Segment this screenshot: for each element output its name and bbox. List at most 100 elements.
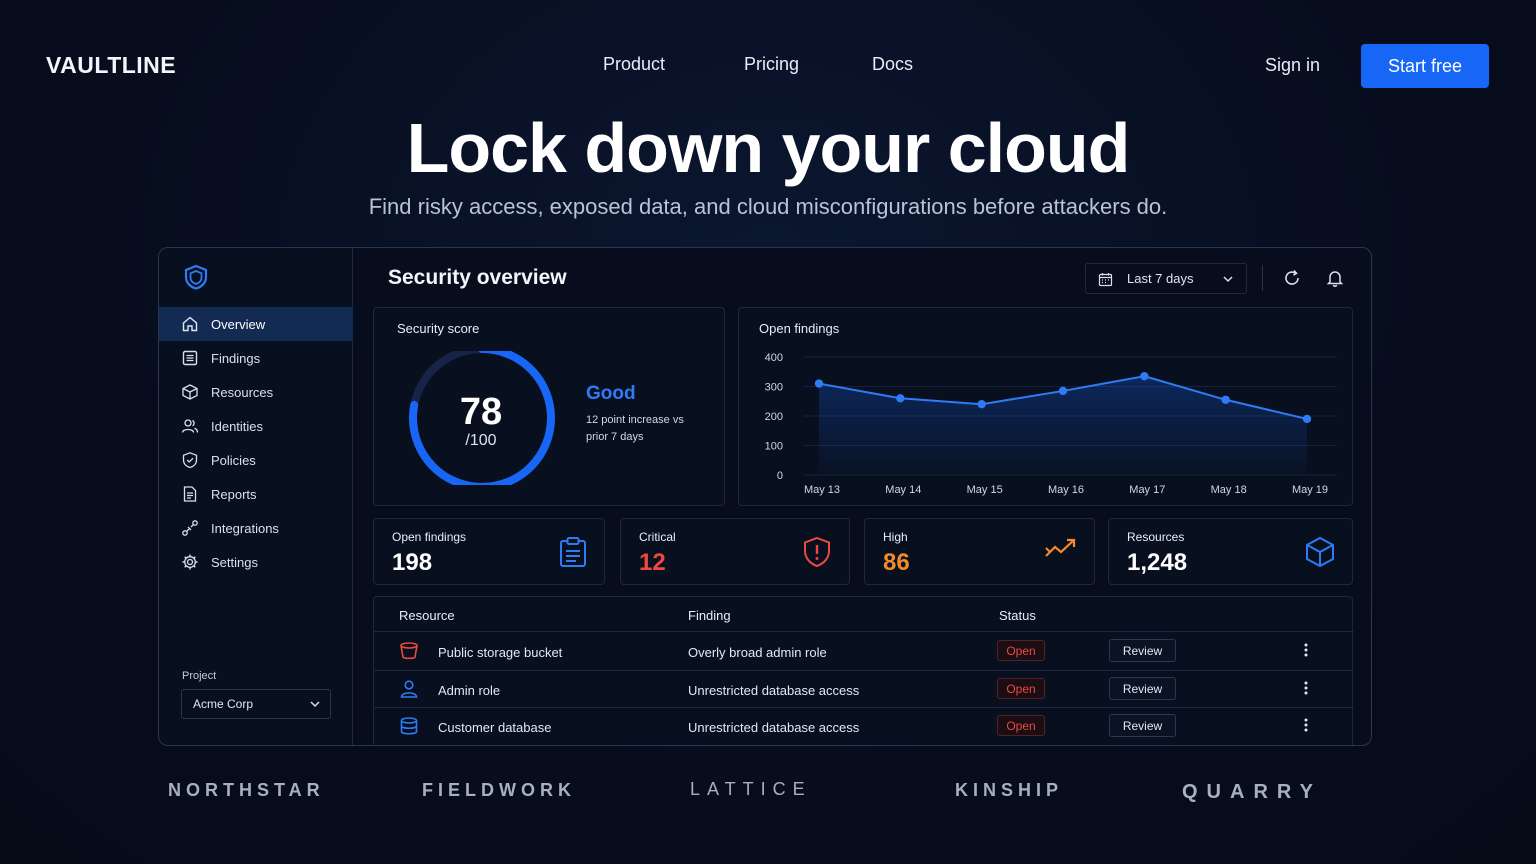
stat-value: 198: [392, 549, 433, 576]
table-row[interactable]: Customer database Unrestricted database …: [374, 708, 1354, 745]
chart-area: [819, 376, 1307, 475]
nav-product[interactable]: Product: [603, 54, 666, 74]
x-tick-label: May 14: [885, 484, 921, 496]
users-icon: [181, 419, 199, 433]
open-findings-chart-card: Open findings 0 100 200 300 400 May 13 May 14 M…: [738, 307, 1353, 506]
more-options-icon[interactable]: [1303, 717, 1309, 733]
page-title: Security overview: [388, 266, 567, 289]
nav-pricing[interactable]: Pricing: [744, 54, 800, 74]
home-icon: [182, 316, 198, 332]
resource-name: Customer database: [438, 720, 552, 735]
sidebar-item-reports[interactable]: Reports: [159, 477, 353, 511]
list-icon: [182, 350, 198, 366]
review-button[interactable]: Review: [1109, 639, 1176, 662]
chart-point: [1140, 371, 1149, 381]
bell-icon[interactable]: [1325, 268, 1345, 288]
sidebar-item-findings[interactable]: Findings: [159, 341, 353, 375]
brand-logo[interactable]: VAULTLINE: [46, 52, 177, 78]
project-label: Project: [182, 670, 217, 682]
stat-label: High: [883, 530, 908, 544]
database-icon: [400, 717, 418, 735]
start-free-button[interactable]: Start free: [1361, 44, 1489, 88]
nav-docs[interactable]: Docs: [872, 54, 914, 74]
clipboard-icon: [560, 537, 586, 567]
trend-up-icon: [1045, 538, 1076, 557]
chart-title: Open findings: [759, 321, 840, 336]
table-divider: [374, 670, 1354, 671]
review-button[interactable]: Review: [1109, 677, 1176, 700]
finding-text: Unrestricted database access: [688, 683, 860, 698]
stat-critical[interactable]: Critical 12: [620, 518, 850, 585]
y-tick-label: 400: [765, 352, 783, 364]
review-button[interactable]: Review: [1109, 714, 1176, 737]
sidebar-item-label: Identities: [211, 418, 264, 434]
sidebar-item-settings[interactable]: Settings: [159, 545, 353, 579]
refresh-icon[interactable]: [1282, 268, 1302, 288]
sidebar-menu: Overview Findings Resources Identities P…: [159, 307, 353, 579]
chevron-down-icon: [310, 701, 320, 708]
cube-icon: [1306, 536, 1334, 568]
stat-resources[interactable]: Resources 1,248: [1108, 518, 1353, 585]
y-tick-label: 100: [765, 441, 783, 453]
score-status: Good: [586, 383, 636, 404]
chart-point: [1302, 414, 1312, 424]
table-row[interactable]: Admin role Unrestricted database access …: [374, 671, 1354, 708]
sidebar-item-label: Reports: [211, 486, 257, 502]
sidebar-item-label: Resources: [211, 384, 274, 400]
bucket-icon: [400, 642, 418, 660]
project-value: Acme Corp: [193, 697, 254, 711]
sidebar-item-policies[interactable]: Policies: [159, 443, 353, 477]
x-tick-label: May 15: [967, 484, 1003, 496]
table-divider: [374, 631, 1354, 632]
status-badge: Open: [997, 640, 1045, 661]
sidebar-item-overview[interactable]: Overview: [159, 307, 353, 341]
shield-logo-icon: [184, 264, 208, 290]
table-divider: [374, 707, 1354, 708]
top-nav: Product Pricing Docs: [0, 54, 1536, 80]
customer-logos: NORTHSTAR FIELDWORK LATTICE KINSHIP QUAR…: [0, 778, 1536, 808]
more-options-icon[interactable]: [1303, 680, 1309, 696]
score-note: 12 point increase vs prior 7 days: [586, 414, 684, 443]
more-options-icon[interactable]: [1303, 642, 1309, 658]
logo-northstar: NORTHSTAR: [168, 780, 325, 800]
sidebar-item-resources[interactable]: Resources: [159, 375, 353, 409]
sidebar-item-label: Settings: [211, 554, 258, 570]
sidebar: Overview Findings Resources Identities P…: [159, 248, 353, 745]
logo-lattice: LATTICE: [690, 779, 812, 799]
score-gauge-fill: [409, 351, 555, 485]
chart-point: [1221, 395, 1230, 404]
date-range-select[interactable]: Last 7 days: [1085, 263, 1247, 294]
stat-open-findings[interactable]: Open findings 198: [373, 518, 605, 585]
stat-label: Critical: [639, 530, 676, 544]
chevron-down-icon: [1223, 276, 1233, 283]
logo-fieldwork: FIELDWORK: [422, 780, 576, 800]
x-tick-label: May 16: [1048, 484, 1084, 496]
sidebar-item-identities[interactable]: Identities: [159, 409, 353, 443]
y-tick-label: 300: [765, 382, 783, 394]
hero-subtitle: Find risky access, exposed data, and clo…: [368, 194, 1168, 219]
x-tick-label: May 18: [1211, 484, 1247, 496]
shield-icon: [182, 452, 198, 469]
project-select[interactable]: Acme Corp: [181, 689, 331, 719]
logo-kinship: KINSHIP: [955, 780, 1064, 800]
sidebar-item-label: Integrations: [211, 520, 279, 536]
column-header-finding: Finding: [688, 608, 731, 623]
finding-text: Unrestricted database access: [688, 720, 860, 735]
sidebar-item-label: Findings: [211, 350, 261, 366]
status-badge: Open: [997, 715, 1045, 736]
x-tick-label: May 19: [1292, 484, 1328, 496]
sign-in-link[interactable]: Sign in: [1265, 55, 1321, 75]
table-row[interactable]: Public storage bucket Overly broad admin…: [374, 633, 1354, 670]
findings-table: Resource Finding Status Public storage b…: [373, 596, 1354, 745]
user-icon: [400, 680, 418, 698]
y-tick-label: 0: [777, 470, 783, 482]
y-tick-label: 200: [765, 411, 783, 423]
sidebar-item-label: Overview: [211, 316, 266, 332]
resource-name: Public storage bucket: [438, 645, 563, 660]
chart-point: [814, 379, 824, 388]
open-findings-chart: 0 100 200 300 400 May 13 May 14 May 15 May 16 May…: [765, 352, 1337, 496]
stat-label: Resources: [1127, 530, 1185, 544]
sidebar-item-integrations[interactable]: Integrations: [159, 511, 353, 545]
score-gauge: [409, 351, 555, 485]
stat-high[interactable]: High 86: [864, 518, 1095, 585]
